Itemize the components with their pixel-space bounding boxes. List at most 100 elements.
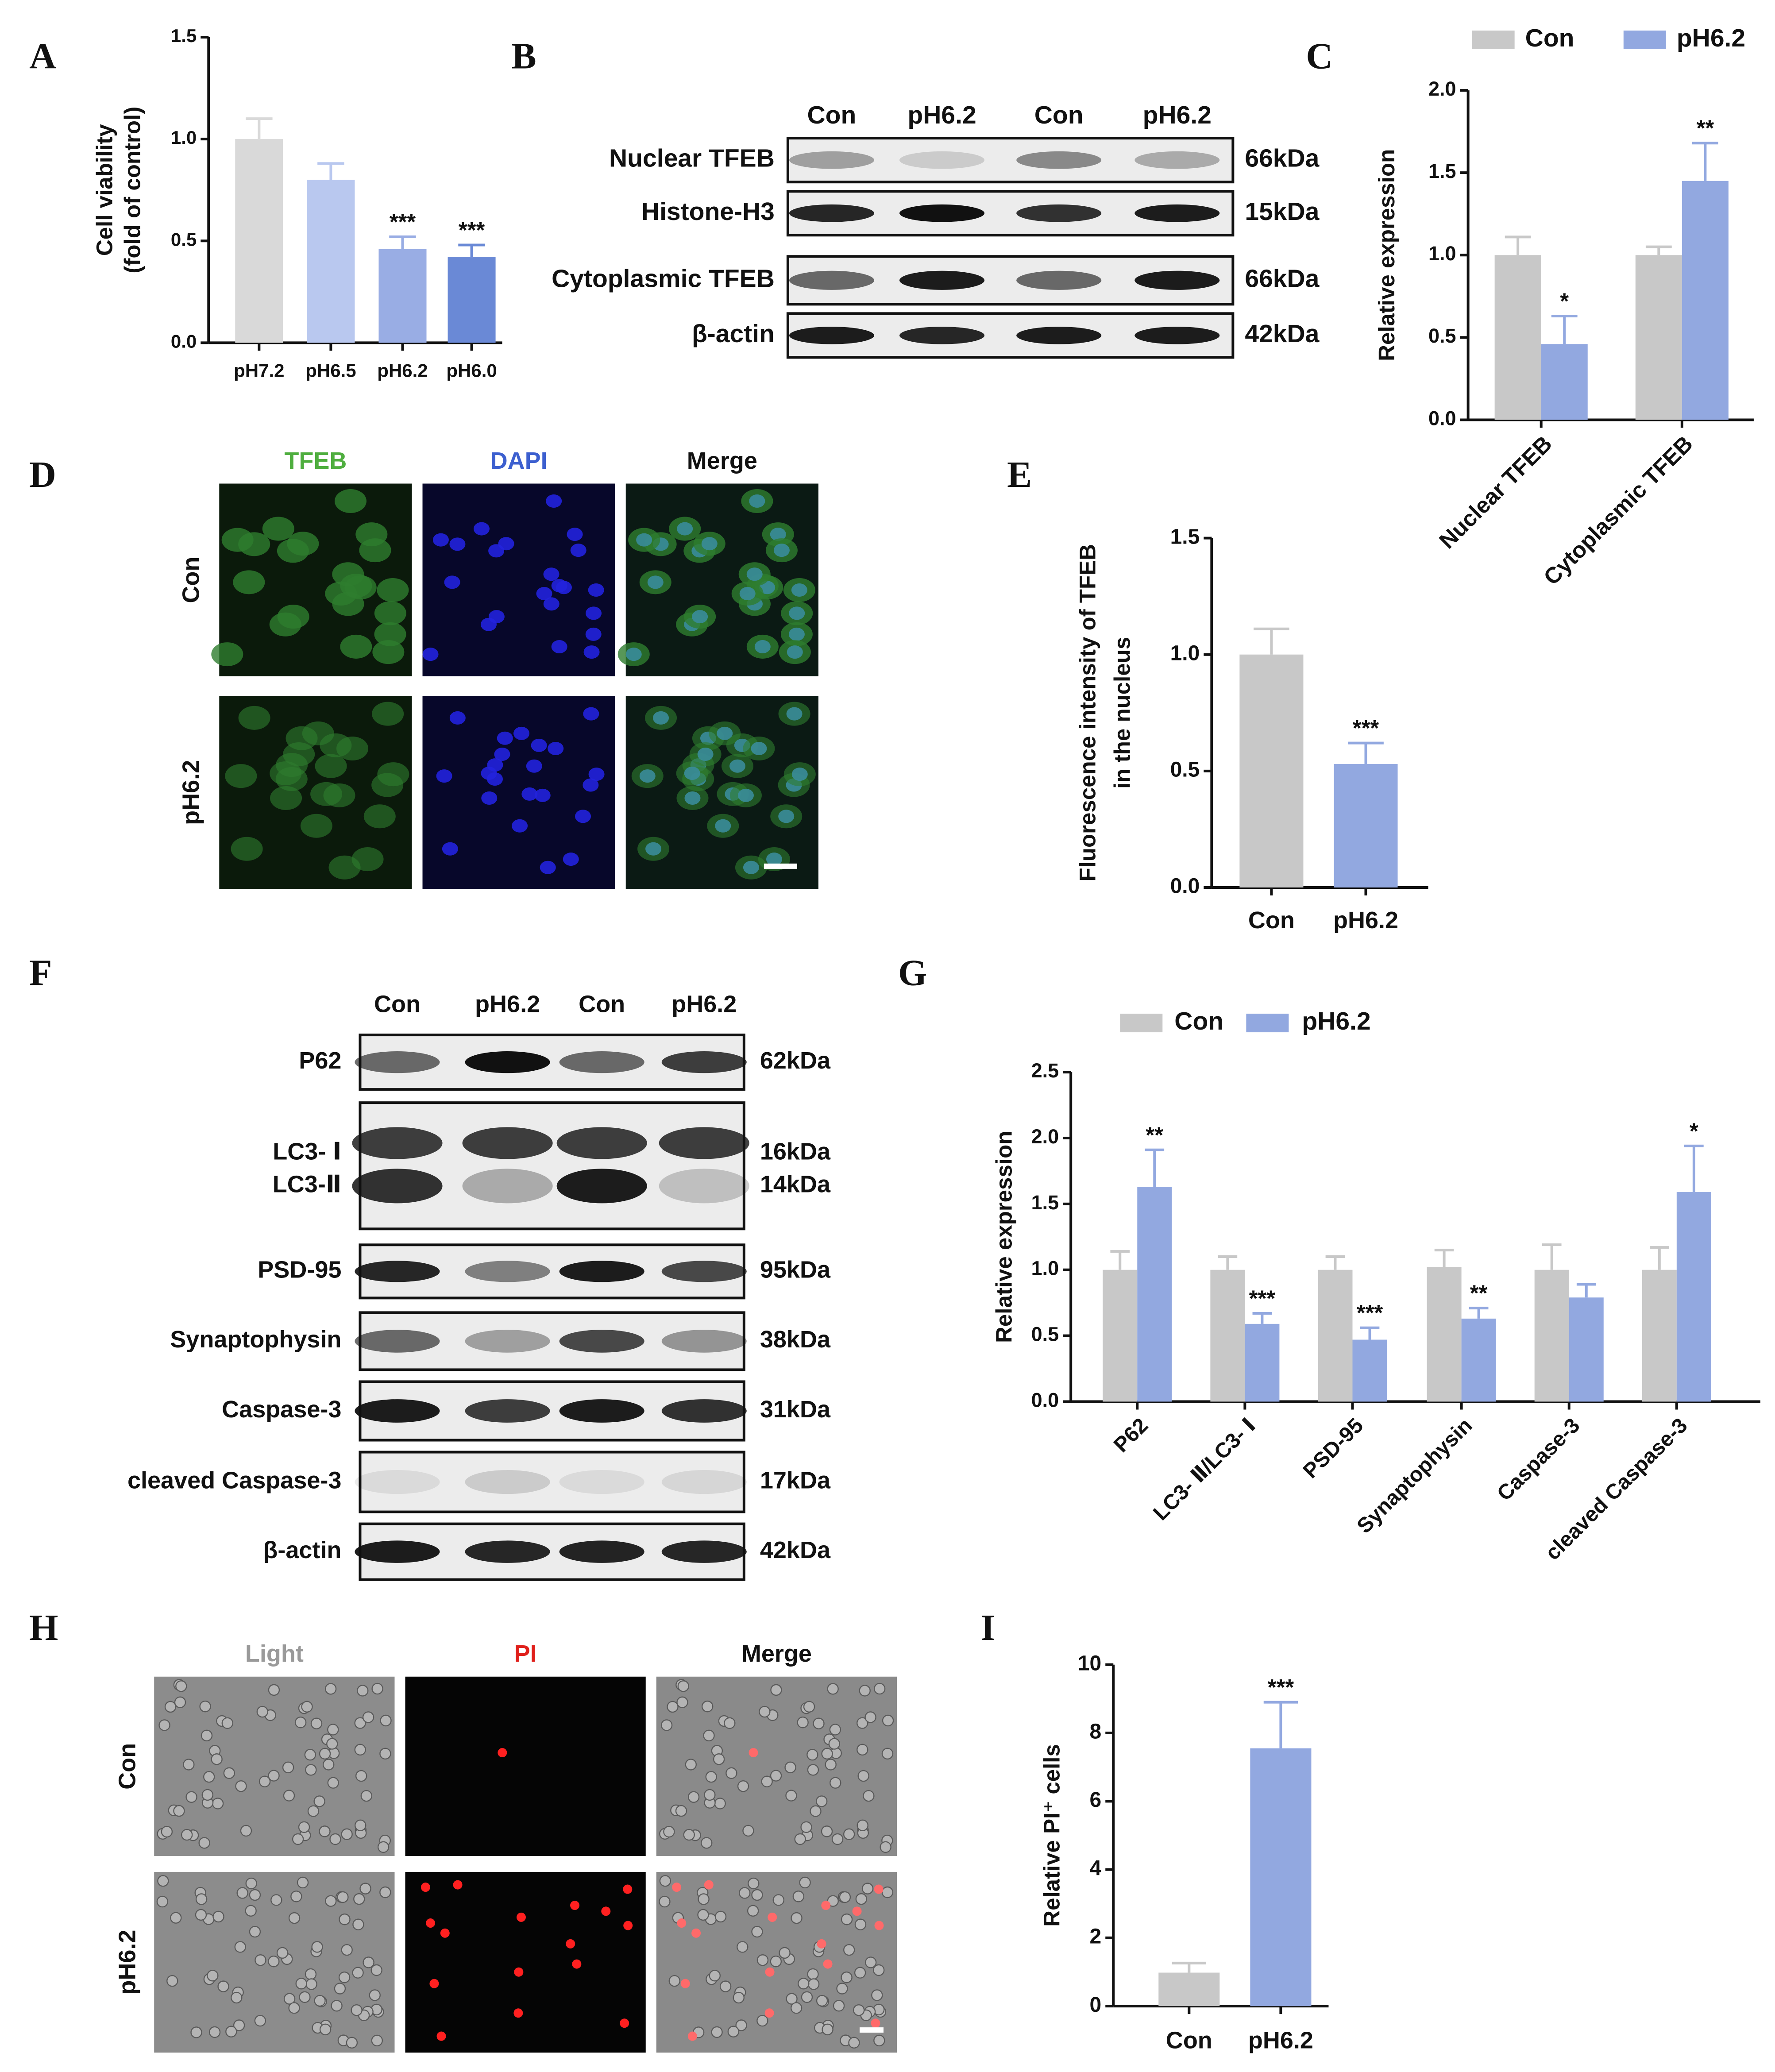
cell [287, 532, 319, 556]
nucleus [787, 645, 803, 659]
cell [324, 1683, 337, 1695]
cell [829, 1724, 841, 1736]
pi-cell [749, 1748, 758, 1758]
cell [756, 2014, 768, 2027]
micrograph [154, 1871, 395, 2053]
nucleus [788, 627, 805, 641]
significance: *** [459, 217, 485, 243]
nucleus [636, 533, 652, 547]
blot-band [355, 1261, 440, 1282]
blot-label: β-actin [692, 320, 775, 348]
cell [821, 1825, 833, 1837]
nucleus [749, 494, 765, 508]
blot-size: 15kDa [1245, 197, 1320, 226]
nucleus [444, 575, 460, 589]
cell [822, 2023, 833, 2036]
cell [711, 2026, 723, 2038]
cell [880, 1841, 891, 1853]
cell [201, 1729, 213, 1742]
significance: ** [1146, 1122, 1163, 1147]
significance: * [1560, 288, 1569, 313]
cell [245, 1877, 257, 1890]
cell [714, 1798, 726, 1810]
bar [1676, 1192, 1711, 1402]
cell [334, 1983, 346, 1995]
y-tick-label: 1.0 [1031, 1257, 1059, 1280]
cell [377, 1841, 390, 1853]
blot-band [465, 1261, 550, 1282]
cell [221, 1717, 233, 1729]
cell [294, 1717, 307, 1729]
cell [807, 1978, 820, 1990]
nucleus [540, 860, 556, 874]
cell [359, 1883, 371, 1895]
pi-cell [874, 1884, 884, 1894]
cell [813, 1717, 825, 1729]
blot-band [465, 1470, 550, 1494]
bar [1569, 1297, 1604, 1402]
blot-band [661, 1399, 747, 1423]
cell [784, 1761, 796, 1774]
cell [173, 1805, 185, 1817]
cell [354, 1819, 367, 1831]
blot-band [462, 1169, 553, 1204]
cell [310, 1717, 323, 1729]
micrograph [656, 1871, 897, 2053]
cell [739, 1887, 751, 1899]
cell [156, 1895, 169, 1908]
blot-band [661, 1540, 747, 1563]
significance: *** [390, 209, 416, 235]
pi-cell [513, 2008, 523, 2018]
cell [872, 1964, 885, 1976]
cell [853, 2004, 865, 2016]
cell [249, 1925, 261, 1938]
y-tick-label: 0.0 [1170, 875, 1200, 898]
nucleus [754, 640, 771, 653]
cell [356, 1685, 369, 1697]
cell [300, 814, 332, 838]
cell [676, 1696, 688, 1708]
cell [369, 1989, 381, 2001]
cell [268, 1684, 280, 1696]
bar [448, 257, 496, 343]
nucleus [588, 768, 605, 781]
cell [713, 1753, 725, 1765]
cell [233, 2019, 245, 2031]
blot-size: 38kDa [760, 1326, 831, 1353]
cell [748, 1877, 760, 1890]
cell [225, 2026, 237, 2037]
panel-letter: I [980, 1607, 995, 1648]
cell [761, 1775, 773, 1787]
cell [371, 1682, 383, 1695]
cell [660, 1719, 673, 1731]
cell [234, 1941, 246, 1953]
nucleus [697, 747, 714, 761]
blot-band [789, 270, 874, 290]
cell [256, 1705, 269, 1718]
cell [742, 1825, 754, 1837]
cell [352, 1918, 364, 1930]
blot-size: 14kDa [760, 1171, 831, 1198]
nucleus [583, 778, 599, 792]
blot-band [462, 1127, 553, 1159]
cell [311, 1941, 323, 1953]
nucleus [488, 610, 505, 624]
cell [779, 1947, 791, 1959]
nucleus [791, 768, 808, 781]
micrograph [617, 483, 818, 676]
y-tick-label: 0.5 [1170, 758, 1200, 782]
nucleus [494, 747, 510, 761]
cell [659, 1895, 671, 1908]
panel-letter: C [1306, 35, 1333, 77]
cell [800, 1821, 812, 1833]
cell [857, 1744, 868, 1756]
bar [1158, 1972, 1220, 2006]
cell [212, 1798, 224, 1810]
panel-letter: H [29, 1607, 58, 1648]
cell [798, 1978, 810, 1990]
error-bar [1348, 741, 1384, 764]
nucleus [789, 606, 805, 620]
cell [839, 1891, 851, 1903]
micrograph-bg [405, 1871, 646, 2053]
cell [268, 1955, 280, 1968]
